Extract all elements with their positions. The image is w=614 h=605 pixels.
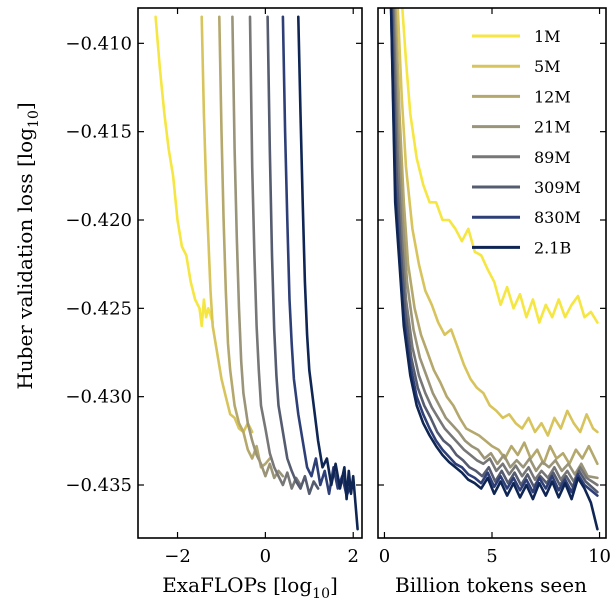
series-line-right-89m bbox=[392, 8, 599, 487]
legend: 1M 5M 12M 21M 89M 309M 830M 2.1B bbox=[472, 27, 581, 257]
y-tick-label: −0.430 bbox=[65, 387, 132, 408]
x-tick-label-left: 0 bbox=[260, 546, 271, 567]
legend-label-1m: 1M bbox=[534, 27, 561, 46]
series-line-left-830m bbox=[281, 15, 353, 497]
series-line-right-1m bbox=[401, 8, 599, 324]
x-axis-label-right: Billion tokens seen bbox=[395, 573, 587, 597]
series-group-right bbox=[389, 8, 599, 531]
series-line-left-5m bbox=[200, 15, 254, 434]
plot-frame-left bbox=[137, 7, 363, 539]
legend-label-830m: 830M bbox=[534, 208, 581, 227]
y-tick-label: −0.425 bbox=[65, 298, 132, 319]
x-tick-label-left: 2 bbox=[347, 546, 358, 567]
series-line-right-309m bbox=[390, 8, 599, 494]
legend-label-12m: 12M bbox=[534, 87, 571, 106]
x-tick-label-right: 10 bbox=[588, 546, 611, 567]
x-tick-label-right: 5 bbox=[486, 546, 497, 567]
series-line-left-1m bbox=[154, 15, 214, 328]
series-line-left-2-1b bbox=[296, 15, 359, 531]
legend-label-21m: 21M bbox=[534, 118, 571, 137]
series-line-left-309m bbox=[266, 15, 320, 496]
series-line-right-21m bbox=[393, 8, 599, 480]
y-tick-label: −0.420 bbox=[65, 210, 132, 231]
series-line-left-21m bbox=[231, 15, 285, 480]
y-tick-label: −0.415 bbox=[65, 122, 132, 143]
y-axis-label: Huber validation loss [log10] bbox=[13, 102, 42, 389]
legend-label-89m: 89M bbox=[534, 148, 571, 167]
series-line-right-830m bbox=[389, 8, 599, 497]
legend-label-5m: 5M bbox=[534, 57, 561, 76]
panel-tokens: 0 5 10 bbox=[377, 7, 611, 567]
x-axis-label-left: ExaFLOPs [log10] bbox=[162, 573, 338, 602]
x-tick-label-left: −2 bbox=[164, 546, 191, 567]
x-tick-label-right: 0 bbox=[379, 546, 390, 567]
series-line-right-5m bbox=[396, 8, 599, 437]
y-tick-label: −0.435 bbox=[65, 475, 132, 496]
series-line-right-2-1b bbox=[389, 8, 599, 531]
series-line-left-89m bbox=[248, 15, 302, 490]
legend-label-2-1b: 2.1B bbox=[534, 238, 571, 257]
panel-exaflops: −0.410 −0.415 −0.420 −0.425 −0.430 −0.435 −2 0 2 bbox=[65, 7, 363, 567]
y-tick-label: −0.410 bbox=[65, 33, 132, 54]
series-line-right-12m bbox=[394, 8, 599, 466]
series-group-left bbox=[154, 15, 359, 531]
legend-label-309m: 309M bbox=[534, 178, 581, 197]
